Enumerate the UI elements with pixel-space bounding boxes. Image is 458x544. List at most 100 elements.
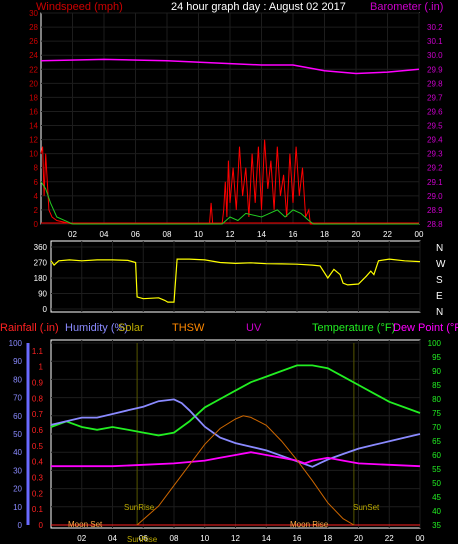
windspeed-tick-label: 24 — [29, 51, 38, 60]
rain-tick-label: 0.9 — [32, 379, 44, 388]
moonset-annotation: Moon Set — [68, 520, 103, 529]
humidity-line — [50, 398, 421, 468]
sunrise-annotation-low: SunRise — [127, 535, 158, 544]
x-tick-label: 06 — [139, 534, 148, 543]
barometer-tick-label: 29.4 — [427, 136, 443, 145]
wind-direction-line — [50, 258, 421, 303]
direction-tick-label: 270 — [34, 259, 48, 268]
temp-tick-label: 45 — [432, 493, 441, 502]
rain-tick-label: 0.2 — [32, 489, 44, 498]
windspeed-line — [40, 139, 419, 225]
temp-tick-label: 80 — [432, 395, 441, 404]
x-tick-label: 22 — [385, 534, 394, 543]
temp-tick-label: 60 — [432, 451, 441, 460]
temp-tick-label: 85 — [432, 381, 441, 390]
x-tick-label: 12 — [226, 230, 235, 239]
compass-label: N — [436, 243, 443, 254]
windspeed-axis-label: Windspeed (mph) — [36, 1, 123, 13]
x-tick-label: 18 — [320, 230, 329, 239]
barometer-tick-label: 29.8 — [427, 79, 443, 88]
windspeed-tick-label: 22 — [29, 65, 38, 74]
rainfall-axis-label: Rainfall (.in) — [0, 322, 59, 334]
moonrise-annotation: Moon Rise — [290, 520, 329, 529]
compass-label: W — [436, 259, 446, 270]
windavg-line — [40, 181, 419, 225]
humidity-tick-label: 70 — [13, 394, 22, 403]
humidity-tick-label: 20 — [13, 485, 22, 494]
barometer-tick-label: 29.5 — [427, 122, 443, 131]
rain-tick-label: 1.1 — [32, 347, 44, 356]
x-tick-label: 22 — [383, 230, 392, 239]
humidity-tick-label: 90 — [13, 357, 22, 366]
temp-humidity-series — [50, 364, 421, 526]
temp-tick-label: 40 — [432, 507, 441, 516]
rain-tick-label: 0 — [39, 521, 44, 530]
windspeed-tick-label: 20 — [29, 79, 38, 88]
compass-label: S — [436, 275, 443, 286]
barometer-tick-label: 29.2 — [427, 164, 443, 173]
thsw-label: THSW — [172, 322, 205, 334]
temp-tick-label: 35 — [432, 521, 441, 530]
windspeed-tick-label: 14 — [29, 122, 38, 131]
barometer-tick-label: 30.0 — [427, 51, 443, 60]
rain-tick-label: 0.3 — [32, 474, 44, 483]
temp-humidity-grid — [26, 340, 421, 528]
humidity-tick-label: 0 — [18, 521, 23, 530]
windspeed-tick-label: 0 — [34, 220, 39, 229]
sunset-annotation: SunSet — [353, 503, 380, 512]
temp-tick-label: 50 — [432, 479, 441, 488]
direction-tick-label: 90 — [38, 290, 47, 299]
barometer-tick-label: 29.3 — [427, 150, 443, 159]
x-tick-label: 02 — [77, 534, 86, 543]
sunrise-annotation: SunRise — [124, 503, 155, 512]
rain-tick-label: 0.7 — [32, 410, 44, 419]
barometer-tick-label: 29.7 — [427, 93, 443, 102]
solar-label: Solar — [118, 322, 144, 334]
windspeed-tick-label: 10 — [29, 150, 38, 159]
windspeed-tick-label: 26 — [29, 37, 38, 46]
barometer-tick-label: 30.2 — [427, 23, 443, 32]
x-tick-label: 14 — [257, 230, 266, 239]
x-tick-label: 06 — [131, 230, 140, 239]
humidity-tick-label: 60 — [13, 412, 22, 421]
temp-humidity-ticks: 02 04 06 08 10 12 14 16 18 20 22 000102030405060708… — [9, 339, 442, 543]
x-tick-label: 08 — [170, 534, 179, 543]
humidity-tick-label: 50 — [13, 430, 22, 439]
rain-tick-label: 0.5 — [32, 442, 44, 451]
humidity-tick-label: 80 — [13, 375, 22, 384]
windspeed-tick-label: 28 — [29, 23, 38, 32]
dewpoint-axis-label: Dew Point (°F) — [393, 322, 458, 334]
humidity-tick-label: 30 — [13, 466, 22, 475]
x-tick-label: 16 — [289, 230, 298, 239]
x-tick-label: 04 — [108, 534, 117, 543]
temp-tick-label: 65 — [432, 437, 441, 446]
x-tick-label: 20 — [352, 230, 361, 239]
barometer-tick-label: 28.9 — [427, 206, 443, 215]
temp-tick-label: 100 — [428, 339, 442, 348]
wind-baro-series — [40, 58, 420, 225]
x-tick-label: 16 — [293, 534, 302, 543]
barometer-axis-label: Barometer (.in) — [370, 1, 443, 13]
temp-tick-label: 75 — [432, 409, 441, 418]
direction-tick-label: 360 — [34, 243, 48, 252]
rain-tick-label: 1 — [39, 363, 44, 372]
x-tick-label: 14 — [262, 534, 271, 543]
barometer-tick-label: 28.8 — [427, 220, 443, 229]
barometer-tick-label: 30.1 — [427, 37, 443, 46]
temp-tick-label: 70 — [432, 423, 441, 432]
wind-direction-series — [50, 258, 421, 303]
barometer-tick-label: 29.9 — [427, 65, 443, 74]
direction-tick-label: 0 — [43, 305, 48, 314]
temp-tick-label: 55 — [432, 465, 441, 474]
temperature-axis-label: Temperature (°F) — [312, 322, 395, 334]
dew-point-line — [51, 451, 421, 468]
temperature-line — [50, 364, 421, 437]
windspeed-tick-label: 18 — [29, 93, 38, 102]
x-tick-label: 10 — [200, 534, 209, 543]
x-tick-label: 08 — [163, 230, 172, 239]
humidity-tick-label: 10 — [13, 503, 22, 512]
solar-curve-line — [136, 415, 355, 526]
direction-tick-label: 180 — [34, 274, 48, 283]
